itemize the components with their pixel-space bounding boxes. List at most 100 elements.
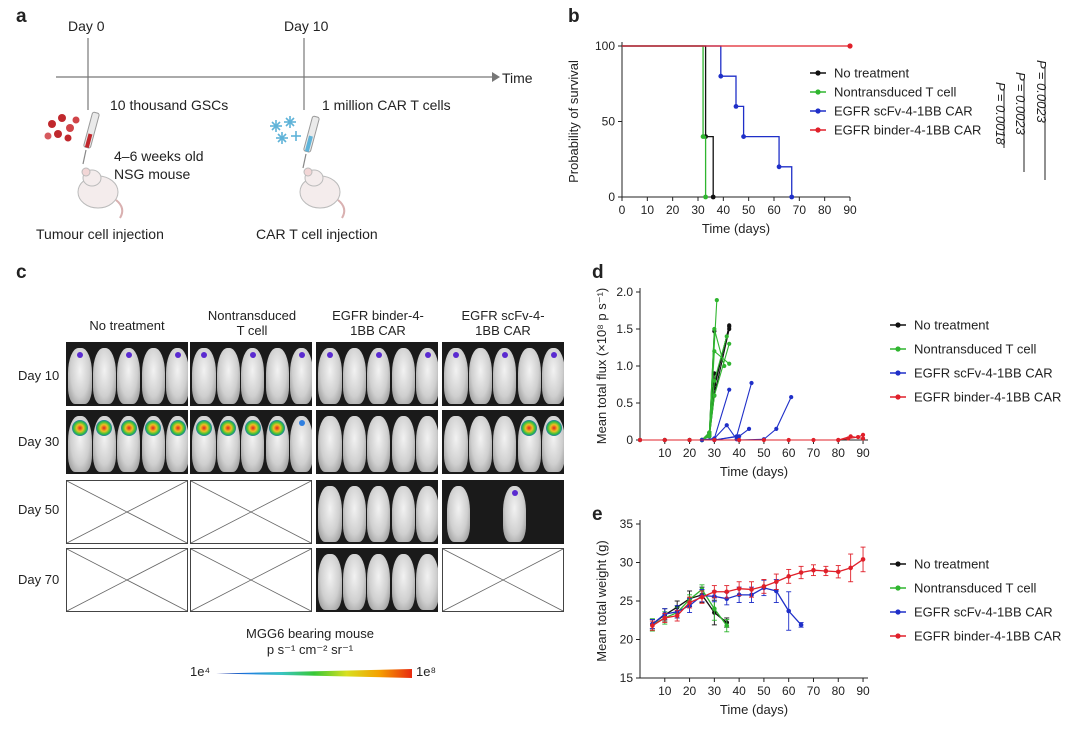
x-tick-label: 10	[658, 684, 672, 698]
weight-point	[687, 600, 692, 605]
mouse-image	[265, 348, 289, 404]
y-tick-label: 15	[620, 671, 634, 685]
mouse-image	[391, 486, 415, 542]
survival-marker	[710, 194, 716, 200]
survival-marker	[789, 194, 795, 200]
legend-marker	[815, 70, 821, 76]
x-tick-label: 10	[658, 446, 672, 460]
mouse-image	[342, 554, 366, 610]
flux-point	[848, 434, 853, 439]
flux-line	[640, 373, 715, 441]
signal-hotspot	[501, 352, 508, 358]
signal-hotspot	[545, 420, 562, 436]
colorbar-min: 1e⁴	[190, 664, 211, 679]
car-t-cells-icon	[270, 115, 320, 169]
flux-point	[860, 432, 866, 437]
signal-hotspot	[375, 352, 382, 358]
flux-line	[701, 300, 718, 441]
bioluminescence-image	[442, 342, 564, 406]
mouse-image	[241, 348, 265, 404]
tumour-injection-label: Tumour cell injection	[36, 226, 164, 242]
car-injection-label: CAR T cell injection	[256, 226, 378, 242]
flux-line	[701, 336, 728, 441]
bioluminescence-image	[316, 342, 438, 406]
mouse-image	[416, 416, 438, 472]
x-tick-label: 50	[757, 446, 771, 460]
mouse-image	[290, 416, 312, 472]
colorbar-units: p s⁻¹ cm⁻² sr⁻¹	[266, 642, 354, 657]
flux-line	[714, 428, 750, 441]
row-label-day30: Day 30	[18, 434, 60, 449]
weight-point	[699, 594, 705, 600]
mouse-image	[342, 416, 366, 472]
legend-marker	[815, 127, 821, 133]
mouse-image	[542, 348, 564, 404]
mouse-strain-label: NSG mouse	[114, 166, 191, 182]
x-tick-label: 60	[767, 203, 781, 217]
mouse-image	[391, 554, 415, 610]
day0-label: Day 0	[68, 18, 105, 34]
flux-point	[712, 378, 717, 383]
flux-point	[712, 437, 717, 443]
signal-hotspot	[298, 352, 305, 358]
row-label-day70: Day 70	[18, 572, 60, 587]
mouse-image	[416, 554, 438, 610]
x-tick-label: 60	[782, 446, 796, 460]
legend-label: No treatment	[834, 66, 910, 81]
mouse-image	[141, 348, 165, 404]
x-tick-label: 20	[666, 203, 680, 217]
flux-point	[637, 437, 643, 443]
signal-hotspot	[550, 352, 557, 358]
signal-hotspot	[201, 352, 208, 358]
mouse-image	[444, 416, 468, 472]
weight-point	[674, 613, 680, 618]
y-tick-label: 50	[602, 115, 616, 129]
bioluminescence-image	[442, 410, 564, 474]
flux-point	[789, 394, 794, 400]
mouse-image	[318, 348, 342, 404]
mouse-image	[503, 486, 527, 542]
legend-marker	[895, 585, 901, 591]
y-tick-label: 0	[608, 190, 615, 204]
legend-label: EGFR binder-4-1BB CAR	[914, 390, 1061, 405]
signal-hotspot	[145, 420, 162, 436]
legend-label: No treatment	[914, 318, 990, 333]
mouse-image	[416, 486, 438, 542]
x-tick-label: 20	[683, 446, 697, 460]
weight-point	[860, 557, 866, 562]
x-tick-label: 10	[641, 203, 655, 217]
x-tick-label: 30	[708, 446, 722, 460]
flux-point	[786, 437, 791, 443]
mouse-image	[493, 348, 517, 404]
flux-point	[737, 437, 742, 443]
mouse-image	[166, 348, 188, 404]
weight-point	[798, 570, 804, 575]
empty-image-cell	[190, 480, 312, 544]
mouse-icon-day0	[77, 167, 124, 219]
legend-label: EGFR scFv-4-1BB CAR	[914, 366, 1053, 381]
col-header-no-treatment: No treatment	[89, 318, 165, 333]
y-tick-label: 0	[626, 433, 633, 447]
mouse-age-label: 4–6 weeks old	[114, 148, 204, 164]
bioluminescence-image	[316, 410, 438, 474]
signal-hotspot	[327, 352, 334, 358]
signal-hotspot	[72, 420, 89, 436]
legend-marker	[895, 370, 901, 376]
weight-chart: 10 20 30 40 50 60 70 80 90 15 20 25 30 35 Time (days) M…	[594, 517, 1061, 717]
panel-label-d: d	[592, 262, 604, 283]
y-tick-label: 30	[620, 556, 634, 570]
mouse-image	[367, 348, 391, 404]
x-tick-label: 30	[691, 203, 705, 217]
x-tick-label: 40	[732, 446, 746, 460]
flux-line	[739, 396, 792, 441]
flux-point	[714, 298, 719, 303]
x-tick-label: 50	[757, 684, 771, 698]
flux-point	[774, 426, 779, 431]
signal-hotspot	[244, 420, 261, 436]
col-header-nontransduced: Nontransduced T cell	[207, 308, 297, 338]
y-tick-label: 1.5	[616, 322, 633, 336]
weight-point	[650, 623, 655, 628]
gsc-label: 10 thousand GSCs	[110, 97, 229, 113]
survival-chart: 0 10 20 30 40 50 60 70 80 90 0 50 100 Time (days) Prob…	[566, 39, 981, 236]
pvalue-3: P = 0.0018	[993, 82, 1008, 145]
